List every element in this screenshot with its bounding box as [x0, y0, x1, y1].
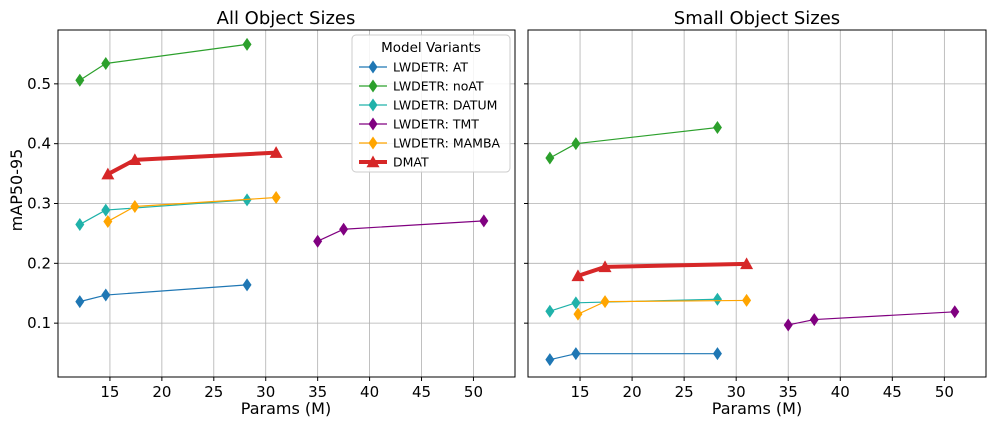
- x-tick-label: 45: [412, 383, 431, 401]
- data-point: [783, 318, 793, 332]
- x-tick-label: 15: [570, 383, 589, 401]
- legend-title: Model Variants: [381, 40, 481, 56]
- legend-label: DMAT: [393, 155, 429, 170]
- data-point: [573, 307, 583, 321]
- data-point: [339, 222, 349, 236]
- x-tick-label: 35: [779, 383, 798, 401]
- series-lwdetr-mamba: [573, 293, 752, 321]
- x-tick-label: 30: [727, 383, 746, 401]
- series-lwdetr-noat: [75, 37, 252, 87]
- x-tick-label: 20: [623, 383, 642, 401]
- series-lwdetr-tmt: [313, 214, 489, 248]
- data-point: [75, 73, 85, 87]
- legend-items: LWDETR: AT LWDETR: noAT LWDETR: DATUM LWDET…: [359, 60, 501, 170]
- legend-label: LWDETR: AT: [393, 60, 468, 75]
- data-point: [598, 260, 612, 273]
- data-point: [571, 296, 581, 310]
- panel-small-object-sizes: Small Object Sizes 15 20 25 30 35 40 45 50 Para…: [524, 8, 987, 418]
- chart-title: All Object Sizes: [217, 8, 356, 29]
- x-tick-label: 20: [152, 383, 171, 401]
- data-point: [809, 313, 819, 327]
- data-point: [545, 353, 555, 367]
- x-tick-label: 35: [308, 383, 327, 401]
- data-point: [75, 217, 85, 231]
- data-point: [712, 292, 722, 306]
- data-point: [545, 304, 555, 318]
- data-point: [545, 151, 555, 165]
- x-tick-label: 40: [831, 383, 850, 401]
- data-point: [101, 203, 111, 217]
- data-point: [571, 269, 585, 282]
- data-point: [479, 214, 489, 228]
- data-point: [712, 347, 722, 361]
- y-tick-label: 0.3: [27, 195, 51, 213]
- chart-title: Small Object Sizes: [674, 8, 840, 29]
- x-tick-label: 50: [935, 383, 954, 401]
- series-lwdetr-mamba: [103, 191, 281, 228]
- data-point: [101, 167, 115, 180]
- plot-area: 15 20 25 30 35 40 45 50: [524, 29, 987, 401]
- data-point: [712, 121, 722, 135]
- data-point: [271, 191, 281, 205]
- y-tick-label: 0.2: [27, 254, 51, 272]
- data-point: [242, 37, 252, 51]
- legend-marker: [366, 155, 380, 168]
- series-lwdetr-datum: [75, 193, 252, 231]
- y-tick-label: 0.5: [27, 75, 51, 93]
- series-lwdetr-at: [75, 278, 252, 309]
- data-point: [101, 288, 111, 302]
- series-lwdetr-tmt: [783, 305, 960, 332]
- data-point: [571, 347, 581, 361]
- legend-label: LWDETR: TMT: [393, 117, 479, 132]
- legend-marker: [368, 117, 378, 131]
- legend-label: LWDETR: DATUM: [393, 98, 497, 113]
- series-lwdetr-at: [545, 347, 722, 367]
- data-point: [742, 293, 752, 307]
- data-point: [101, 57, 111, 71]
- data-point: [103, 214, 113, 228]
- data-point: [950, 305, 960, 319]
- x-tick-label: 40: [360, 383, 379, 401]
- series-dmat: [571, 257, 754, 282]
- legend-marker: [368, 60, 378, 74]
- y-tick-label: 0.1: [27, 314, 51, 332]
- x-tick-label: 30: [256, 383, 275, 401]
- legend-item: LWDETR: TMT: [359, 117, 479, 132]
- x-tick-label: 25: [675, 383, 694, 401]
- legend-marker: [368, 136, 378, 150]
- data-point: [75, 295, 85, 309]
- x-axis-label: Params (M): [712, 399, 802, 418]
- x-tick-label: 50: [464, 383, 483, 401]
- data-point: [313, 234, 323, 248]
- data-point: [269, 146, 283, 158]
- legend-label: LWDETR: MAMBA: [393, 136, 501, 151]
- data-point: [571, 137, 581, 151]
- y-tick-label: 0.4: [27, 135, 51, 153]
- x-tick-label: 45: [883, 383, 902, 401]
- data-point: [242, 278, 252, 292]
- series-dmat: [101, 146, 283, 180]
- legend-item: LWDETR: DATUM: [359, 98, 497, 113]
- data-point: [128, 153, 142, 166]
- series-lwdetr-noat: [545, 121, 722, 165]
- data-point: [600, 295, 610, 309]
- legend-item: LWDETR: AT: [359, 60, 468, 75]
- x-tick-label: 25: [204, 383, 223, 401]
- legend-marker: [368, 79, 378, 93]
- legend-frame: [351, 34, 511, 173]
- data-point: [740, 257, 754, 270]
- x-axis-label: Params (M): [241, 399, 331, 418]
- legend-label: LWDETR: noAT: [393, 79, 484, 94]
- legend-item: LWDETR: noAT: [359, 79, 484, 94]
- legend-item: LWDETR: MAMBA: [359, 136, 501, 151]
- x-tick-label: 15: [100, 383, 119, 401]
- legend-item: DMAT: [359, 155, 429, 170]
- data-point: [130, 199, 140, 213]
- series-lwdetr-datum: [545, 292, 722, 318]
- y-axis-label: mAP50-95: [7, 149, 26, 232]
- legend-marker: [368, 98, 378, 112]
